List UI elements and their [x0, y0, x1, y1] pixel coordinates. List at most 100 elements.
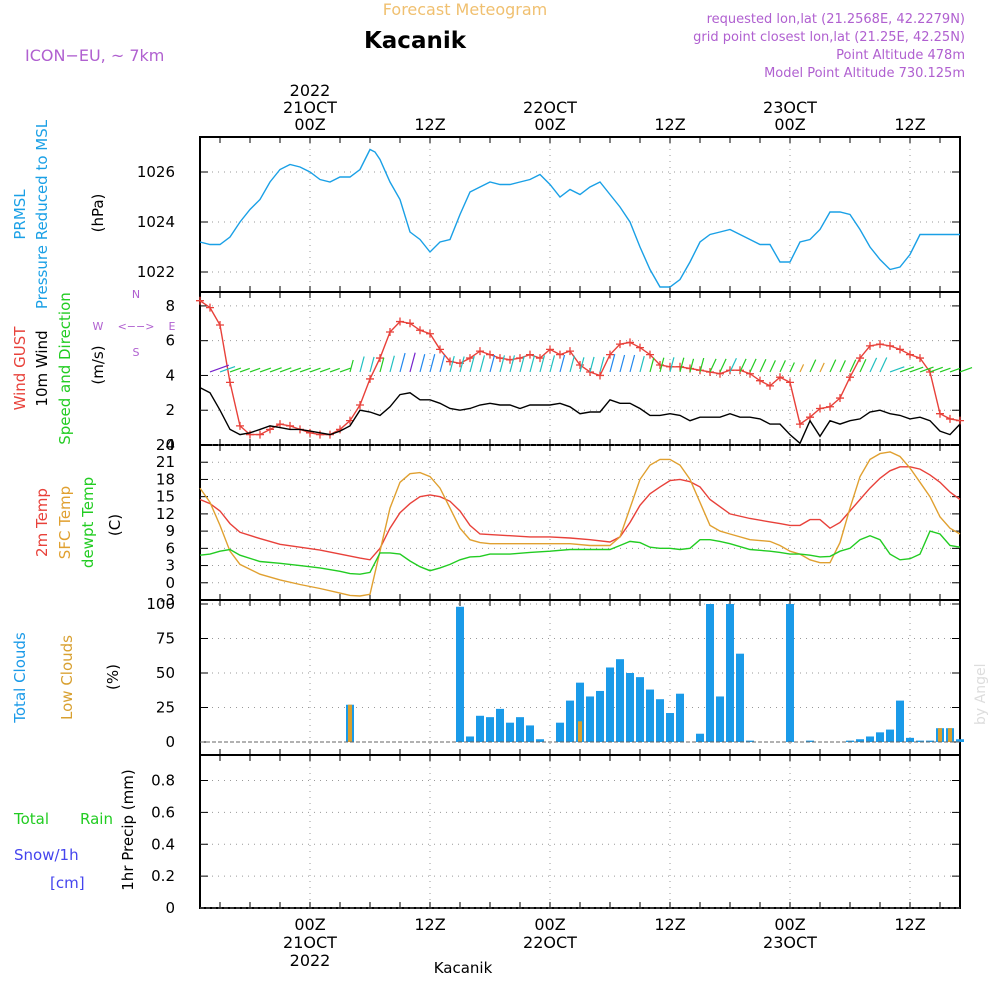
bar-total-clouds [566, 700, 574, 742]
gust-marker [366, 374, 374, 383]
y-tick-label: 0 [165, 733, 175, 751]
wind-direction-arrow [439, 354, 446, 373]
gust-marker [266, 425, 274, 434]
y-tick-label: 0.2 [151, 867, 175, 885]
wind-direction-arrow [729, 357, 737, 373]
wind-direction-arrow [589, 356, 595, 373]
gust-marker [876, 340, 884, 349]
gust-marker [286, 421, 294, 430]
wind-direction-arrow [909, 366, 924, 373]
y-tick-label: 6 [165, 539, 175, 557]
wind-direction-arrow [759, 359, 767, 373]
bar-total-clouds [596, 690, 604, 742]
wind-direction-arrow [819, 362, 825, 373]
gust-marker [666, 362, 674, 371]
requested-coords: requested lon,lat (21.2568E, 42.2279N) [707, 12, 965, 27]
precip-label-unit: [cm] [50, 874, 85, 892]
wind-direction-arrow [809, 359, 817, 373]
compass-n: N [132, 288, 140, 301]
gust-marker [306, 428, 314, 437]
gust-marker [416, 326, 424, 335]
wind-direction-arrow [209, 364, 229, 373]
gust-marker [776, 373, 784, 382]
y-tick-label: 100 [146, 595, 175, 613]
wind-direction-arrow [799, 364, 805, 373]
gust-marker [856, 354, 864, 363]
wind-direction-arrow [739, 358, 747, 373]
model-label: ICON−EU, ~ 7km [25, 46, 164, 65]
wind-direction-arrow [839, 360, 846, 373]
y-tick-label: 18 [156, 470, 175, 488]
bar-total-clouds [516, 717, 524, 742]
gust-marker [256, 430, 264, 439]
y-tick-label: 8 [165, 297, 175, 315]
precip-label-rain: Rain [80, 810, 113, 828]
compass-arrow: <−−> [118, 320, 155, 333]
wind-direction-arrow [229, 367, 242, 373]
wind-direction-arrow [399, 352, 406, 373]
bar-total-clouds [636, 677, 644, 742]
y-tick-label: 21 [156, 453, 175, 471]
wind-direction-arrow [249, 367, 261, 373]
bar-total-clouds [506, 722, 514, 742]
bottom-time-label: 21OCT [283, 933, 337, 952]
wind-direction-arrow [899, 366, 915, 373]
gust-marker [676, 362, 684, 371]
wind-direction-arrow [499, 355, 506, 373]
wind-direction-arrow [549, 355, 556, 373]
y-tick-label: 4 [165, 366, 175, 384]
wind-direction-arrow [829, 359, 837, 373]
bar-total-clouds [736, 653, 744, 742]
wind-direction-arrow [649, 357, 655, 373]
y-tick-label: 0 [165, 574, 175, 592]
gust-marker [356, 401, 364, 410]
wind-direction-arrow [429, 354, 436, 373]
wind-direction-arrow [959, 367, 973, 373]
gust-marker [726, 366, 734, 375]
panel-side-label: 10m Wind [33, 330, 51, 406]
wind-direction-arrow [489, 354, 496, 373]
panel-side-label: 2m Temp [33, 488, 51, 557]
panels: 1022 1024 1026 (hPa) PRMSL Pressure Reduced t… [11, 119, 973, 917]
gust-marker [766, 381, 774, 390]
y-tick-label: 1022 [137, 263, 175, 281]
y-tick-label: 0.4 [151, 835, 175, 853]
series-line-10m-wind [199, 386, 961, 445]
model-altitude: Model Point Altitude 730.125m [764, 66, 965, 81]
precip-label-total: Total [13, 810, 49, 828]
bar-low-clouds [348, 704, 352, 742]
wind-direction-arrow [239, 367, 250, 373]
wind-direction-arrow [579, 357, 585, 373]
series-line-dewpt-temp [199, 530, 961, 575]
panel-side-label: dewpt Temp [79, 477, 97, 568]
gust-marker [946, 414, 954, 423]
wind-direction-arrow [269, 367, 282, 373]
bottom-time-label: 12Z [654, 915, 685, 934]
top-time-label: 12Z [414, 115, 445, 134]
wind-direction-arrow [749, 358, 757, 373]
bar-total-clouds [576, 682, 584, 742]
bar-total-clouds [746, 740, 754, 742]
bottom-time-label: 12Z [894, 915, 925, 934]
wind-direction-arrow [709, 358, 717, 373]
bar-total-clouds [536, 739, 544, 742]
y-tick-label: 3 [165, 557, 175, 575]
gust-marker [216, 321, 224, 330]
y-axis-label: 1hr Precip (mm) [119, 769, 137, 890]
gust-marker [406, 319, 414, 328]
gust-marker [466, 354, 474, 363]
wind-direction-arrow [389, 355, 395, 373]
wind-direction-arrow [469, 355, 475, 373]
gust-marker [496, 354, 504, 363]
gust-marker [756, 376, 764, 385]
series-line-prmsl [199, 148, 960, 288]
bar-total-clouds [486, 717, 494, 742]
wind-direction-arrow [719, 358, 727, 373]
wind-direction-arrow [369, 356, 375, 373]
bar-total-clouds [876, 732, 884, 742]
top-time-label: 2022 [290, 81, 331, 100]
wind-direction-arrow [359, 356, 365, 373]
gust-marker [956, 416, 964, 425]
bottom-time-label: 2022 [290, 951, 331, 970]
gust-marker [906, 350, 914, 359]
